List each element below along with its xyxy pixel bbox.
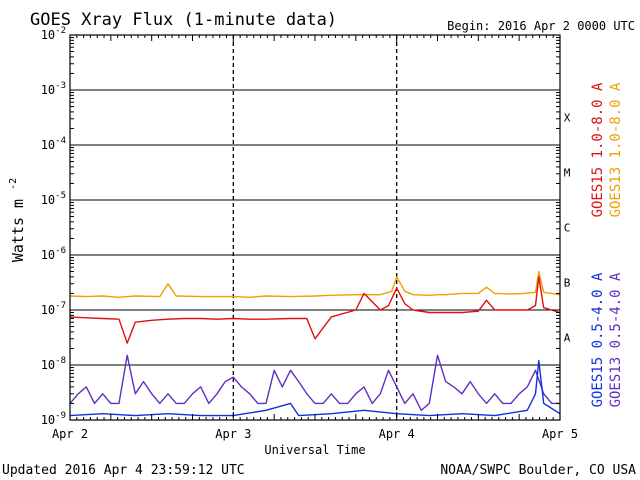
flare-class-label: A: [564, 332, 571, 345]
updated-timestamp: Updated 2016 Apr 4 23:59:12 UTC: [2, 463, 245, 478]
y-tick-label-exponent: -9: [55, 411, 66, 421]
y-tick-label: 10-7: [41, 301, 66, 317]
legend-entry-3: GOES15 0.5-4.0 A: [590, 272, 606, 407]
legend-entry-1: GOES15 1.0-8.0 A: [590, 82, 606, 217]
flare-class-label: C: [564, 222, 571, 235]
y-tick-label-base: 10: [41, 303, 55, 317]
flare-class-label: B: [564, 277, 571, 290]
y-tick-label-exponent: -6: [55, 246, 66, 256]
chart-title: GOES Xray Flux (1-minute data): [30, 10, 337, 30]
flare-class-labels: A B C M X: [564, 112, 571, 345]
series-line-1: [69, 276, 561, 344]
y-tick-label: 10-9: [41, 411, 66, 427]
x-tick-label: Apr 3: [215, 427, 251, 441]
y-tick-label: 10-8: [41, 356, 66, 372]
y-tick-label-base: 10: [41, 248, 55, 262]
flare-class-label: M: [564, 167, 571, 180]
y-tick-label: 10-3: [41, 81, 66, 97]
y-tick-label-base: 10: [41, 83, 55, 97]
y-tick-label-exponent: -8: [55, 356, 66, 366]
grid: [70, 35, 560, 420]
flare-class-label: X: [564, 112, 571, 125]
legend-entry-0: GOES13 1.0-8.0 A: [608, 82, 624, 217]
plot-frame: [69, 34, 561, 421]
series-line-3: [69, 359, 561, 417]
begin-label: Begin: 2016 Apr 2 0000 UTC: [447, 19, 635, 33]
y-tick-label-exponent: -2: [55, 26, 66, 36]
y-tick-label-base: 10: [41, 193, 55, 207]
series-line-2: [69, 354, 560, 411]
x-tick-label: Apr 4: [379, 427, 415, 441]
data-series: [69, 270, 561, 417]
credit-label: NOAA/SWPC Boulder, CO USA: [440, 463, 636, 478]
y-axis-title-text: Watts m: [9, 199, 27, 262]
y-axis-title-exponent: -2: [8, 178, 19, 190]
x-axis-title: Universal Time: [264, 443, 365, 457]
y-tick-label: 10-6: [41, 246, 66, 262]
svg-text:Watts m -2: Watts m -2: [8, 178, 27, 262]
y-tick-label-base: 10: [41, 28, 55, 42]
y-tick-label-exponent: -3: [55, 81, 66, 91]
y-tick-label: 10-2: [41, 26, 66, 42]
y-tick-label-base: 10: [41, 138, 55, 152]
y-tick-label-base: 10: [41, 413, 55, 427]
y-tick-label-exponent: -7: [55, 301, 66, 311]
y-tick-label-base: 10: [41, 358, 55, 372]
y-tick-label: 10-5: [41, 191, 66, 207]
y-axis-title: Watts m -2: [8, 178, 27, 262]
y-tick-label-exponent: -5: [55, 191, 66, 201]
series-line-0: [69, 270, 561, 298]
y-tick-label-exponent: -4: [55, 136, 66, 146]
legend-entry-2: GOES13 0.5-4.0 A: [608, 272, 624, 407]
x-tick-label: Apr 2: [52, 427, 88, 441]
y-tick-label: 10-4: [41, 136, 66, 152]
x-tick-label: Apr 5: [542, 427, 578, 441]
